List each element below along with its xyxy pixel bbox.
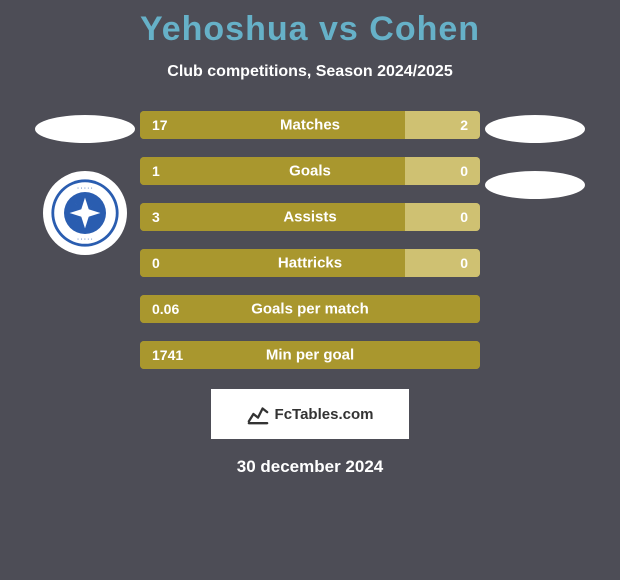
stat-bar: 3 0 Assists <box>140 203 480 231</box>
stat-bar: 0 0 Hattricks <box>140 249 480 277</box>
stat-bar: 17 2 Matches <box>140 111 480 139</box>
right-side <box>480 111 590 199</box>
stat-bar-left-segment <box>140 157 405 185</box>
stat-label: Hattricks <box>278 255 342 272</box>
stat-bar-right-segment <box>405 111 480 139</box>
stat-bar-left-segment <box>140 249 405 277</box>
vs-text: vs <box>319 10 359 48</box>
page-title: Yehoshua vs Cohen <box>140 10 480 49</box>
stat-bar: 1 0 Goals <box>140 157 480 185</box>
stat-value-right: 0 <box>460 163 468 179</box>
player2-name: Cohen <box>369 10 480 48</box>
stat-value-left: 1 <box>152 163 160 179</box>
stat-label: Matches <box>280 117 340 134</box>
svg-text:· · · · ·: · · · · · <box>77 186 93 192</box>
stat-value-left: 1741 <box>152 347 183 363</box>
player1-club-badge: · · · · · · · · · · <box>43 171 127 255</box>
stat-label: Goals per match <box>251 301 369 318</box>
subtitle: Club competitions, Season 2024/2025 <box>167 63 452 81</box>
club-badge-icon: · · · · · · · · · · <box>50 178 120 248</box>
stat-bar-right-segment <box>405 249 480 277</box>
stat-value-right: 0 <box>460 255 468 271</box>
stat-bar-left-segment <box>140 111 405 139</box>
left-side: · · · · · · · · · · <box>30 111 140 255</box>
stat-bar-right-segment <box>405 157 480 185</box>
brand-text: FcTables.com <box>275 406 374 423</box>
stat-bar: 1741 Min per goal <box>140 341 480 369</box>
player2-country-oval <box>485 115 585 143</box>
stat-value-left: 0.06 <box>152 301 179 317</box>
stat-label: Assists <box>283 209 336 226</box>
stat-label: Min per goal <box>266 347 354 364</box>
chart-icon <box>247 403 269 425</box>
stat-value-left: 17 <box>152 117 168 133</box>
stat-label: Goals <box>289 163 331 180</box>
stat-bars: 17 2 Matches 1 0 Goals 3 0 Assists 0 0 Hattricks 0.0… <box>140 111 480 369</box>
brand-badge: FcTables.com <box>211 389 409 439</box>
player1-country-oval <box>35 115 135 143</box>
date-text: 30 december 2024 <box>237 457 384 477</box>
stat-value-left: 3 <box>152 209 160 225</box>
stat-value-left: 0 <box>152 255 160 271</box>
stat-bar-left-segment <box>140 203 405 231</box>
svg-text:· · · · ·: · · · · · <box>77 237 93 243</box>
stat-value-right: 2 <box>460 117 468 133</box>
stat-bar-right-segment <box>405 203 480 231</box>
stat-value-right: 0 <box>460 209 468 225</box>
player2-club-oval <box>485 171 585 199</box>
content-row: · · · · · · · · · · 17 2 Matches 1 0 Goals 3 0 A… <box>0 111 620 369</box>
player1-name: Yehoshua <box>140 10 309 48</box>
stat-bar: 0.06 Goals per match <box>140 295 480 323</box>
comparison-infographic: Yehoshua vs Cohen Club competitions, Sea… <box>0 0 620 580</box>
